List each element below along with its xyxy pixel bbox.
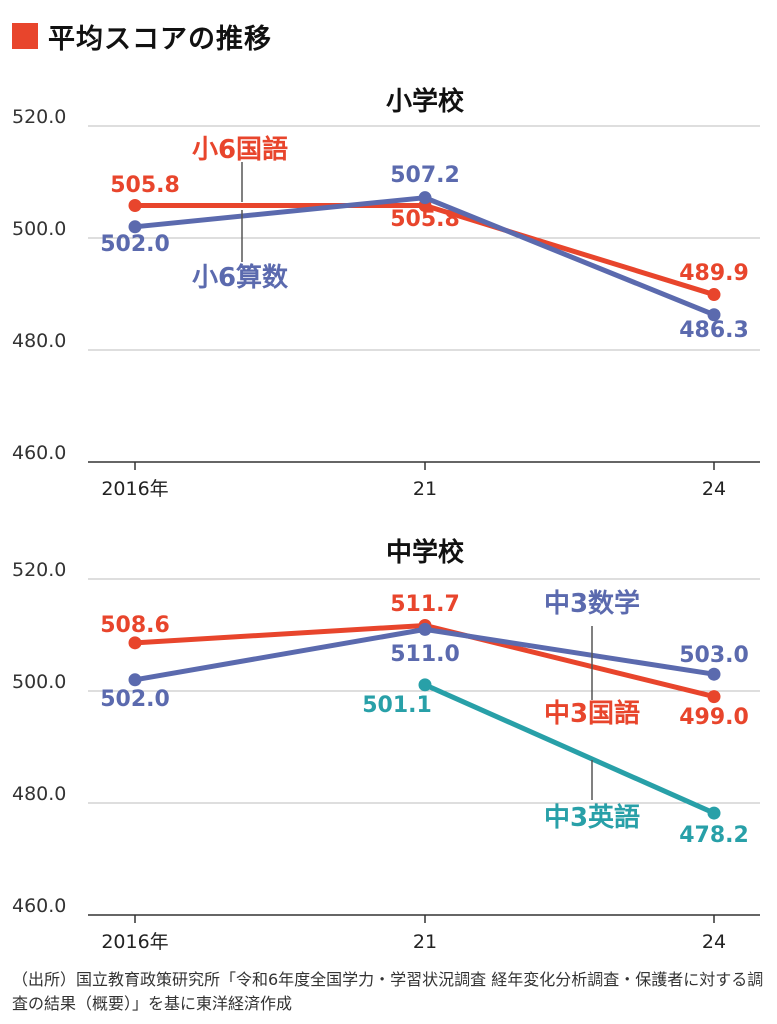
data-point: [707, 308, 721, 322]
y-tick-label: 500.0: [12, 671, 66, 693]
y-tick-label: 460.0: [12, 442, 66, 464]
x-tick-label: 24: [702, 931, 726, 953]
series-name-label: 中3数学: [544, 588, 640, 619]
data-label: 505.8: [110, 173, 180, 198]
data-point: [128, 636, 142, 650]
data-label: 511.0: [390, 642, 460, 667]
data-label: 507.2: [390, 163, 460, 188]
panel-title: 中学校: [386, 537, 465, 568]
series-name-label: 中3英語: [544, 802, 640, 833]
y-tick-label: 480.0: [12, 783, 66, 805]
panel-title: 小学校: [386, 86, 465, 117]
data-label: 478.2: [679, 823, 749, 848]
y-tick-label: 480.0: [12, 330, 66, 352]
data-label: 502.0: [100, 687, 170, 712]
series-name-label: 小6算数: [192, 262, 289, 293]
data-point: [418, 678, 432, 692]
y-tick-label: 500.0: [12, 218, 66, 240]
data-label: 489.9: [679, 261, 749, 286]
data-label: 486.3: [679, 318, 749, 343]
data-point: [418, 191, 432, 205]
header-accent-square: [12, 23, 38, 49]
x-tick-label: 21: [413, 931, 437, 953]
y-tick-label: 520.0: [12, 559, 66, 581]
data-label: 511.7: [390, 592, 460, 617]
data-label: 499.0: [679, 705, 749, 730]
data-label: 508.6: [100, 613, 170, 638]
data-label: 501.1: [362, 693, 432, 718]
data-point: [128, 199, 142, 213]
data-label: 505.8: [390, 207, 460, 232]
data-label: 502.0: [100, 232, 170, 257]
chart-header: 平均スコアの推移: [12, 16, 272, 56]
x-tick-label: 24: [702, 478, 726, 500]
chart-main-title: 平均スコアの推移: [48, 23, 272, 55]
series-name-label: 中3国語: [544, 698, 640, 729]
series-line-中3英語: [422, 682, 717, 816]
x-tick-label: 2016年: [101, 478, 168, 500]
data-label: 503.0: [679, 643, 749, 668]
data-point: [707, 667, 721, 681]
data-point: [707, 806, 721, 820]
y-tick-label: 460.0: [12, 895, 66, 917]
x-tick-label: 21: [413, 478, 437, 500]
data-point: [128, 220, 142, 234]
series-name-label: 小6国語: [192, 134, 288, 165]
source-note: （出所）国立教育政策研究所「令和6年度全国学力・学習状況調査 経年変化分析調査・…: [12, 970, 764, 1013]
data-point: [128, 673, 142, 687]
data-point: [707, 690, 721, 704]
data-point: [418, 622, 432, 636]
data-point: [707, 288, 721, 302]
y-tick-label: 520.0: [12, 106, 66, 128]
x-tick-label: 2016年: [101, 931, 168, 953]
